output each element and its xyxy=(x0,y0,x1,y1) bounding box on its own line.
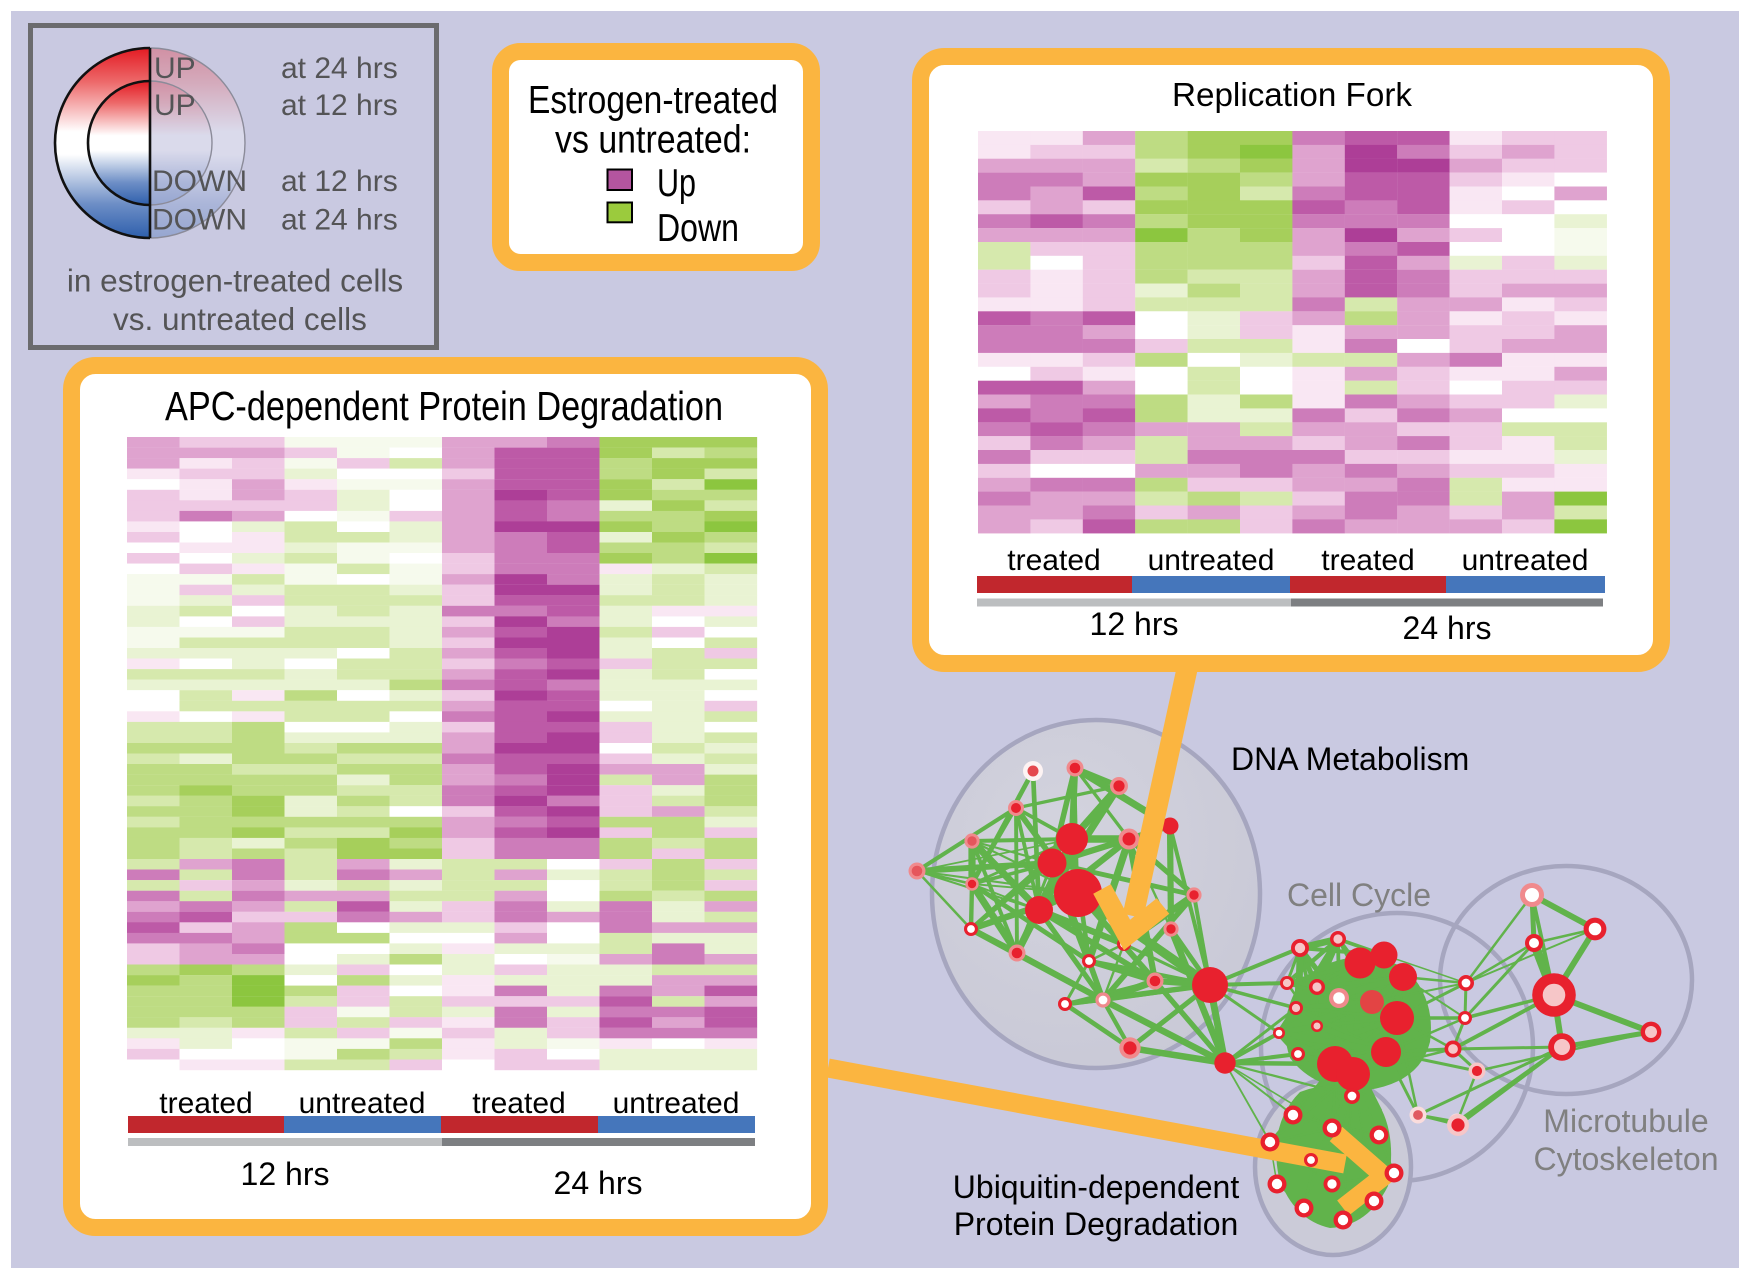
svg-text:Cytoskeleton: Cytoskeleton xyxy=(1534,1141,1719,1177)
svg-text:vs untreated:: vs untreated: xyxy=(555,119,751,162)
svg-text:untreated: untreated xyxy=(1462,544,1589,577)
svg-text:treated: treated xyxy=(1007,544,1100,577)
svg-text:DOWN: DOWN xyxy=(152,204,247,237)
svg-text:Up: Up xyxy=(657,162,696,205)
svg-text:Ubiquitin-dependent: Ubiquitin-dependent xyxy=(953,1169,1240,1205)
svg-text:treated: treated xyxy=(1321,544,1414,577)
svg-text:untreated: untreated xyxy=(1148,544,1275,577)
svg-text:Cell Cycle: Cell Cycle xyxy=(1287,877,1431,913)
svg-text:treated: treated xyxy=(472,1087,565,1120)
svg-text:Replication Fork: Replication Fork xyxy=(1172,76,1412,113)
svg-text:Down: Down xyxy=(657,207,739,250)
svg-text:DOWN: DOWN xyxy=(152,165,247,198)
svg-text:treated: treated xyxy=(159,1087,252,1120)
svg-text:at 24 hrs: at 24 hrs xyxy=(281,52,398,85)
svg-text:at 12 hrs: at 12 hrs xyxy=(281,89,398,122)
svg-text:untreated: untreated xyxy=(613,1087,740,1120)
svg-text:Estrogen-treated: Estrogen-treated xyxy=(528,79,778,122)
svg-text:12 hrs: 12 hrs xyxy=(1090,606,1179,642)
svg-text:Microtubule: Microtubule xyxy=(1543,1103,1708,1139)
svg-text:APC-dependent Protein Degradat: APC-dependent Protein Degradation xyxy=(165,383,723,429)
svg-text:24 hrs: 24 hrs xyxy=(554,1165,643,1201)
svg-text:vs. untreated cells: vs. untreated cells xyxy=(113,301,367,337)
svg-text:24 hrs: 24 hrs xyxy=(1403,610,1492,646)
svg-text:at 24 hrs: at 24 hrs xyxy=(281,204,398,237)
svg-text:at 12 hrs: at 12 hrs xyxy=(281,165,398,198)
svg-text:UP: UP xyxy=(154,89,196,122)
svg-text:untreated: untreated xyxy=(299,1087,426,1120)
svg-text:DNA Metabolism: DNA Metabolism xyxy=(1231,741,1469,777)
svg-text:in estrogen-treated cells: in estrogen-treated cells xyxy=(67,263,403,299)
svg-text:UP: UP xyxy=(154,52,196,85)
svg-text:Protein Degradation: Protein Degradation xyxy=(954,1206,1239,1242)
svg-text:12 hrs: 12 hrs xyxy=(241,1156,330,1192)
